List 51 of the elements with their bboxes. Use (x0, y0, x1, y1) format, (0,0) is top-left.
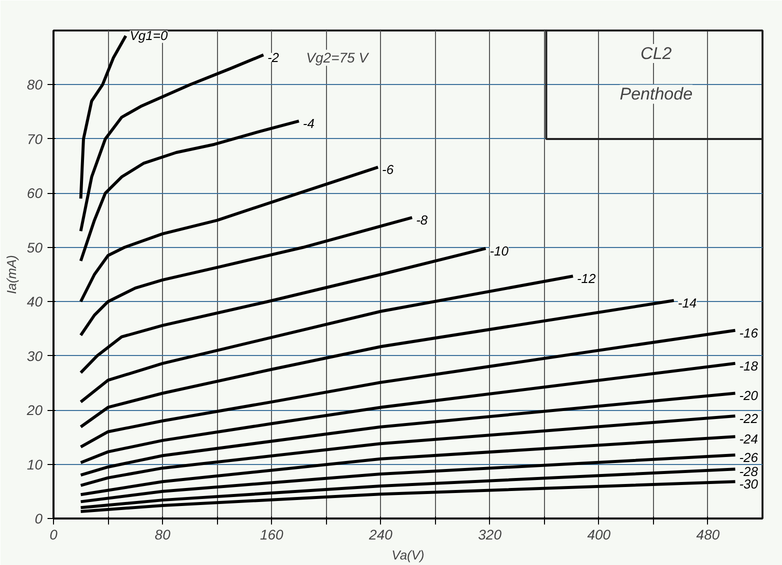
line-series (79, 274, 574, 404)
annotation: CL2 (640, 44, 672, 64)
y-tick-label: 50 (26, 239, 43, 256)
series-label: -2 (267, 50, 280, 65)
line-series (79, 392, 737, 477)
line-series (79, 328, 737, 448)
line-series (79, 166, 380, 304)
line-series (79, 216, 414, 337)
x-tick-label: 320 (478, 526, 502, 542)
x-tick-label: 80 (154, 526, 171, 542)
series-label: -22 (739, 411, 759, 426)
x-tick-label: 160 (260, 526, 284, 542)
series-label: -4 (302, 116, 314, 132)
series-label: -12 (576, 271, 597, 286)
series-label: -6 (382, 162, 394, 178)
annotation: Vg2=75 V (306, 50, 370, 66)
line-series (79, 454, 737, 504)
y-tick-label: 30 (26, 348, 43, 364)
y-tick-label: 60 (26, 185, 43, 202)
series-label: -10 (490, 243, 510, 258)
line-series (79, 299, 676, 428)
line-series (79, 34, 128, 200)
y-tick-label: 10 (26, 456, 43, 472)
series-label: -20 (739, 388, 759, 404)
y-axis-title: Ia(mA) (4, 255, 19, 294)
series-label: -18 (739, 358, 759, 374)
x-tick-label: 480 (696, 526, 720, 542)
y-tick-label: 0 (34, 510, 43, 526)
line-series (79, 246, 488, 374)
line-series (79, 362, 737, 464)
series-label: -16 (739, 325, 759, 340)
annotation: Penthode (620, 84, 693, 104)
series-label: -14 (678, 296, 697, 311)
x-tick-label: 0 (50, 526, 58, 542)
series-label: -26 (739, 450, 759, 466)
y-tick-label: 20 (26, 402, 43, 418)
line-series (79, 53, 265, 233)
x-axis-title: Va(V) (392, 548, 424, 562)
series-label: Vg1=0 (130, 28, 168, 43)
series-label: -8 (416, 212, 428, 228)
line-series (79, 414, 737, 487)
series-label: -28 (739, 464, 759, 480)
series-label: -30 (739, 476, 759, 492)
y-tick-label: 80 (26, 76, 43, 93)
y-tick-label: 40 (26, 294, 43, 310)
line-series (79, 435, 737, 496)
y-tick-label: 70 (26, 130, 43, 147)
x-tick-label: 240 (368, 526, 393, 542)
x-tick-label: 400 (587, 526, 611, 542)
series-label: -24 (739, 432, 758, 447)
line-series (79, 120, 300, 262)
